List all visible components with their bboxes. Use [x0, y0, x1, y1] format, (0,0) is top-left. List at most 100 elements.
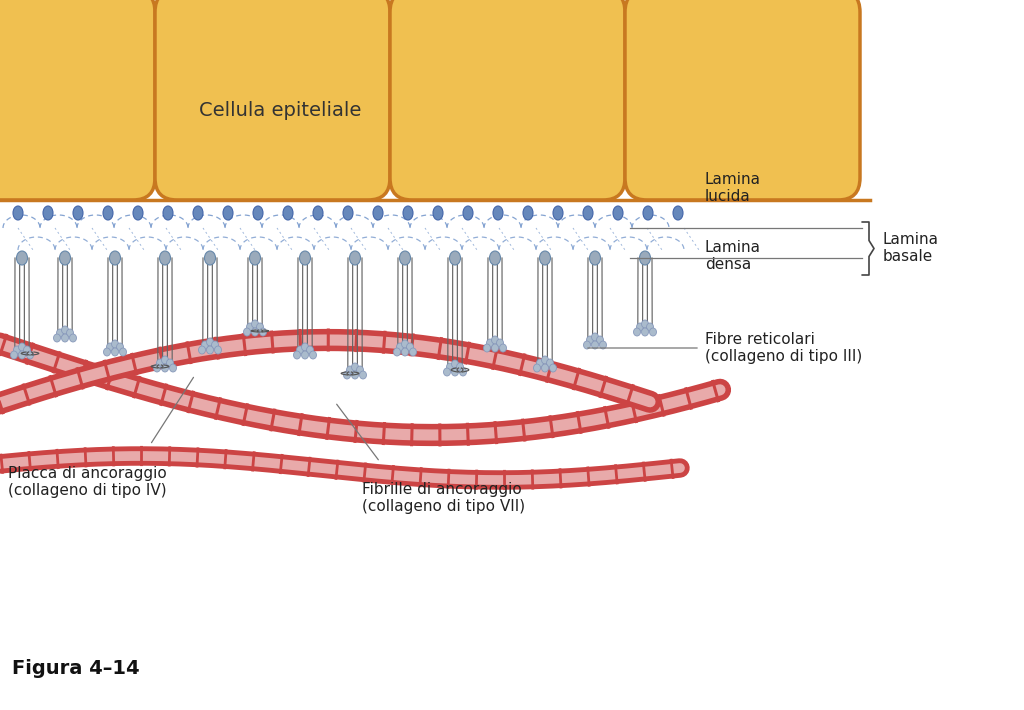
Ellipse shape	[283, 206, 293, 220]
Ellipse shape	[592, 341, 598, 349]
Ellipse shape	[373, 206, 383, 220]
Ellipse shape	[117, 343, 124, 351]
Ellipse shape	[403, 206, 413, 220]
Ellipse shape	[43, 206, 53, 220]
Ellipse shape	[70, 334, 77, 342]
Ellipse shape	[309, 351, 316, 359]
Ellipse shape	[214, 346, 221, 354]
Ellipse shape	[356, 366, 364, 374]
Ellipse shape	[649, 328, 656, 336]
Ellipse shape	[202, 341, 209, 349]
Text: Cellula epiteliale: Cellula epiteliale	[199, 101, 361, 119]
Ellipse shape	[599, 341, 606, 349]
Ellipse shape	[67, 329, 74, 337]
Ellipse shape	[160, 251, 171, 265]
Ellipse shape	[483, 344, 490, 352]
Ellipse shape	[492, 336, 499, 344]
Ellipse shape	[592, 333, 598, 341]
Ellipse shape	[24, 346, 31, 354]
Ellipse shape	[18, 343, 26, 351]
Ellipse shape	[167, 359, 173, 367]
Ellipse shape	[401, 348, 409, 356]
Ellipse shape	[244, 328, 251, 336]
Ellipse shape	[247, 323, 254, 331]
Ellipse shape	[162, 364, 169, 372]
Ellipse shape	[634, 328, 640, 336]
Text: Fibre reticolari
(collageno di tipo III): Fibre reticolari (collageno di tipo III)	[705, 332, 862, 364]
Ellipse shape	[252, 328, 258, 336]
Text: Lamina
lucida: Lamina lucida	[705, 172, 761, 204]
Ellipse shape	[497, 339, 504, 347]
Ellipse shape	[299, 251, 310, 265]
Ellipse shape	[613, 206, 623, 220]
Ellipse shape	[207, 346, 213, 354]
Text: Figura 4–14: Figura 4–14	[12, 658, 139, 677]
Ellipse shape	[301, 343, 308, 351]
Ellipse shape	[396, 343, 403, 351]
Ellipse shape	[542, 356, 549, 364]
Ellipse shape	[393, 348, 400, 356]
Ellipse shape	[463, 206, 473, 220]
Ellipse shape	[193, 206, 203, 220]
FancyBboxPatch shape	[155, 0, 390, 200]
Ellipse shape	[256, 323, 263, 331]
Ellipse shape	[103, 348, 111, 356]
Ellipse shape	[252, 320, 258, 328]
Ellipse shape	[410, 348, 417, 356]
Ellipse shape	[643, 206, 653, 220]
Ellipse shape	[154, 364, 161, 372]
FancyBboxPatch shape	[625, 0, 860, 200]
Ellipse shape	[13, 206, 23, 220]
Ellipse shape	[523, 206, 534, 220]
Ellipse shape	[205, 251, 215, 265]
Ellipse shape	[641, 320, 648, 328]
FancyBboxPatch shape	[390, 0, 625, 200]
Ellipse shape	[542, 364, 549, 372]
Ellipse shape	[59, 251, 71, 265]
Ellipse shape	[207, 338, 213, 346]
Ellipse shape	[343, 371, 350, 379]
Ellipse shape	[640, 251, 650, 265]
Ellipse shape	[540, 251, 551, 265]
Ellipse shape	[583, 206, 593, 220]
Ellipse shape	[313, 206, 323, 220]
Ellipse shape	[56, 329, 63, 337]
Ellipse shape	[443, 368, 451, 376]
Ellipse shape	[359, 371, 367, 379]
Ellipse shape	[646, 323, 653, 331]
Ellipse shape	[73, 206, 83, 220]
Text: Fibrille di ancoraggio
(collageno di tipo VII): Fibrille di ancoraggio (collageno di tip…	[362, 482, 525, 514]
Ellipse shape	[492, 344, 499, 352]
Ellipse shape	[346, 366, 353, 374]
Ellipse shape	[157, 359, 164, 367]
Ellipse shape	[446, 363, 454, 371]
Ellipse shape	[253, 206, 263, 220]
Ellipse shape	[587, 336, 594, 344]
Ellipse shape	[163, 206, 173, 220]
Text: Lamina
densa: Lamina densa	[705, 239, 761, 272]
Ellipse shape	[103, 206, 113, 220]
Ellipse shape	[13, 346, 20, 354]
Ellipse shape	[112, 340, 119, 348]
Ellipse shape	[452, 360, 459, 368]
Ellipse shape	[641, 328, 648, 336]
Ellipse shape	[553, 206, 563, 220]
Ellipse shape	[486, 339, 494, 347]
Ellipse shape	[162, 356, 169, 364]
Ellipse shape	[584, 341, 591, 349]
Ellipse shape	[401, 340, 409, 348]
Ellipse shape	[120, 348, 127, 356]
Ellipse shape	[199, 346, 206, 354]
Ellipse shape	[351, 371, 358, 379]
Ellipse shape	[399, 251, 411, 265]
Ellipse shape	[61, 334, 69, 342]
Ellipse shape	[673, 206, 683, 220]
Ellipse shape	[457, 363, 464, 371]
Ellipse shape	[61, 326, 69, 334]
Ellipse shape	[110, 251, 121, 265]
Ellipse shape	[597, 336, 603, 344]
Ellipse shape	[294, 351, 300, 359]
Ellipse shape	[489, 251, 501, 265]
Ellipse shape	[297, 346, 303, 354]
Ellipse shape	[537, 359, 544, 367]
